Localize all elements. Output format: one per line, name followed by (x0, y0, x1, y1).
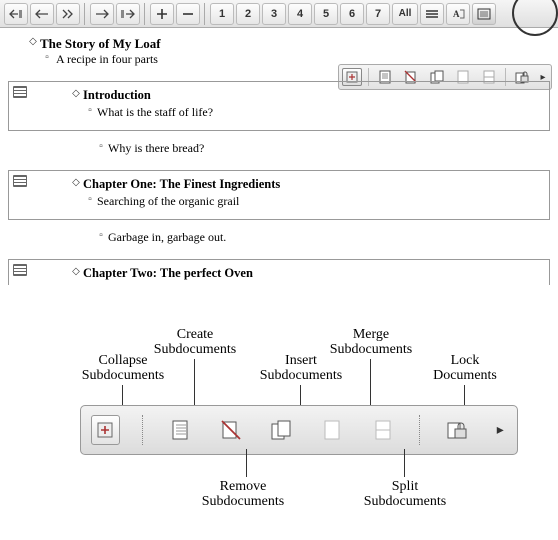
section-title: Chapter One: The Finest Ingredients (83, 177, 280, 192)
outline-body-line[interactable]: Garbage in, garbage out. (94, 230, 550, 245)
outline-heading[interactable]: Introduction (69, 88, 543, 103)
outline-minus-icon (94, 141, 108, 152)
toolbar-separator (142, 415, 144, 445)
show-level-6-button[interactable]: 6 (340, 3, 364, 25)
outline-minus-icon (40, 52, 54, 63)
merge-subdocument-button[interactable] (318, 415, 347, 445)
outline-plus-icon (26, 36, 40, 47)
outline-body-line[interactable]: Searching of the organic grail (83, 194, 543, 209)
section-title: Introduction (83, 88, 151, 103)
document-outline-area: ▸ The Story of My Loaf A recipe in four … (0, 28, 558, 305)
outline-body-line[interactable]: What is the staff of life? (83, 105, 543, 120)
toolbar-separator (84, 3, 86, 25)
label-split: SplitSubdocuments (350, 479, 460, 510)
outside-line: Garbage in, garbage out. (108, 230, 226, 245)
outline-minus-icon (83, 194, 97, 205)
section-title: Chapter Two: The perfect Oven (83, 266, 253, 281)
outline-plus-icon (69, 266, 83, 277)
promote-button[interactable] (30, 3, 54, 25)
section-line: What is the staff of life? (97, 105, 213, 120)
toolbar-overflow-arrow[interactable]: ▸ (494, 422, 507, 439)
show-all-levels-button[interactable]: All (392, 3, 418, 25)
collapse-subdocuments-button[interactable] (91, 415, 120, 445)
subdocument-icon[interactable] (13, 264, 27, 276)
outline-heading[interactable]: The Story of My Loaf (26, 36, 550, 52)
subdocument-box: Chapter Two: The perfect Oven (8, 259, 550, 285)
outline-plus-icon (69, 88, 83, 99)
subdocument-box: Chapter One: The Finest Ingredients Sear… (8, 170, 550, 220)
section-line: Searching of the organic grail (97, 194, 239, 209)
subdocument-icon[interactable] (13, 86, 27, 98)
outline-plus-icon (69, 177, 83, 188)
subdocument-toolbar-large: ▸ (80, 405, 518, 455)
show-level-5-button[interactable]: 5 (314, 3, 338, 25)
svg-text:A: A (453, 9, 460, 19)
label-merge: MergeSubdocuments (316, 327, 426, 358)
outside-line: Why is there bread? (108, 141, 204, 156)
show-first-line-button[interactable] (420, 3, 444, 25)
show-formatting-button[interactable]: A (446, 3, 470, 25)
demote-button[interactable] (90, 3, 114, 25)
subdocument-box: Introduction What is the staff of life? (8, 81, 550, 131)
insert-subdocument-button[interactable] (267, 415, 296, 445)
create-subdocument-button[interactable] (166, 415, 195, 445)
promote-to-heading1-button[interactable] (4, 3, 28, 25)
show-level-3-button[interactable]: 3 (262, 3, 286, 25)
expand-button[interactable] (150, 3, 174, 25)
document-title: The Story of My Loaf (40, 36, 161, 52)
show-level-2-button[interactable]: 2 (236, 3, 260, 25)
toolbar-separator (419, 415, 421, 445)
toolbar-separator (144, 3, 146, 25)
subdocument-icon[interactable] (13, 175, 27, 187)
collapse-button[interactable] (176, 3, 200, 25)
show-level-4-button[interactable]: 4 (288, 3, 312, 25)
outline-heading[interactable]: Chapter Two: The perfect Oven (69, 266, 543, 281)
master-document-view-button[interactable] (472, 3, 496, 25)
outline-toolbar: 1 2 3 4 5 6 7 All A (0, 0, 558, 28)
label-collapse: CollapseSubdocuments (68, 353, 178, 384)
label-lock: LockDocuments (420, 353, 510, 384)
outline-heading[interactable]: Chapter One: The Finest Ingredients (69, 177, 543, 192)
label-remove: RemoveSubdocuments (188, 479, 298, 510)
subdocument-toolbar-diagram: CreateSubdocuments CollapseSubdocuments … (10, 323, 548, 523)
show-level-1-button[interactable]: 1 (210, 3, 234, 25)
show-level-7-button[interactable]: 7 (366, 3, 390, 25)
outline-body-line[interactable]: Why is there bread? (94, 141, 550, 156)
lock-document-button[interactable] (443, 415, 472, 445)
document-subtitle: A recipe in four parts (56, 52, 158, 67)
outline-minus-icon (83, 105, 97, 116)
outline-minus-icon (94, 230, 108, 241)
remove-subdocument-button[interactable] (216, 415, 245, 445)
split-subdocument-button[interactable] (368, 415, 397, 445)
demote-double-button[interactable] (56, 3, 80, 25)
demote-to-body-button[interactable] (116, 3, 140, 25)
toolbar-separator (204, 3, 206, 25)
